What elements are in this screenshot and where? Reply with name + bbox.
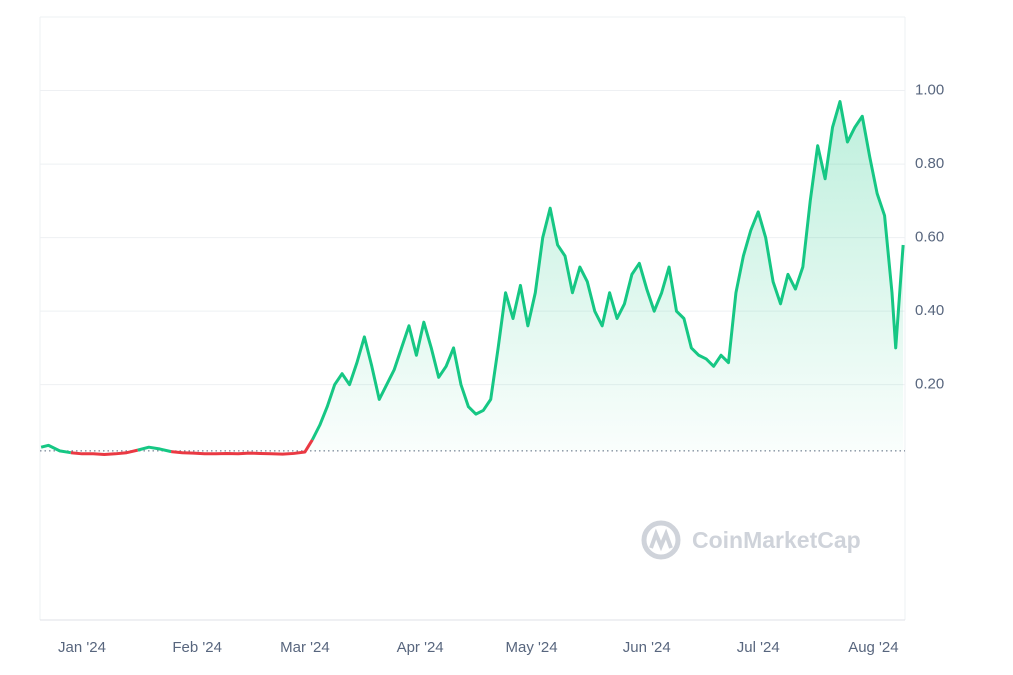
price-line (171, 439, 314, 456)
x-tick-label: Aug '24 (848, 639, 898, 656)
price-line (311, 100, 905, 441)
watermark-text: CoinMarketCap (692, 527, 861, 553)
price-line (70, 448, 139, 457)
logo (649, 528, 673, 552)
price-line (137, 445, 172, 454)
y-tick-label: 1.00 (915, 82, 944, 99)
x-tick-label: Jul '24 (737, 639, 780, 656)
y-tick-label: 0.80 (915, 155, 944, 172)
x-tick-label: Mar '24 (280, 639, 330, 656)
x-tick-label: Jun '24 (623, 639, 671, 656)
watermark: CoinMarketCap (641, 520, 861, 560)
x-tick-label: Feb '24 (172, 639, 222, 656)
y-tick-label: 0.60 (915, 229, 944, 246)
area (41, 101, 904, 455)
y-tick-label: 0.40 (915, 302, 944, 319)
price-line (40, 443, 72, 455)
x-tick-label: Jan '24 (58, 639, 106, 656)
logo (641, 520, 681, 560)
x-tick-label: Apr '24 (397, 639, 444, 656)
y-tick-label: 0.20 (915, 376, 944, 393)
x-tick-label: May '24 (506, 639, 558, 656)
